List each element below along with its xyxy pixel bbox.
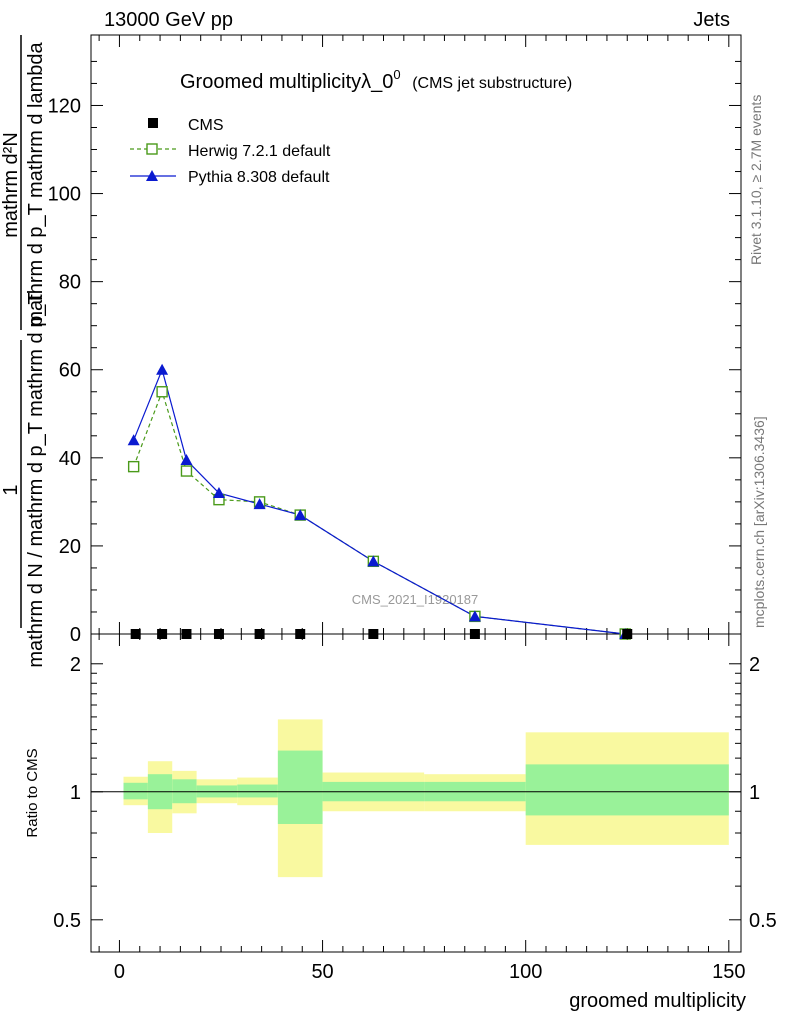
ratio-y-tick-label: 0.5 (53, 910, 81, 932)
y-tick-label: 0 (70, 624, 81, 646)
legend-herwig-marker (146, 143, 158, 155)
y-tick-label: 120 (48, 95, 81, 117)
ratio-stat-band (172, 779, 197, 804)
watermark: CMS_2021_I1920187 (352, 592, 479, 607)
rivet-label: Rivet 3.1.10, ≥ 2.7M events (748, 95, 764, 265)
pythia-point (156, 363, 169, 375)
site-label: mcplots.cern.ch [arXiv:1306.3436] (751, 416, 767, 628)
cms-point (213, 629, 224, 639)
x-axis-label: groomed multiplicity (569, 990, 746, 1012)
chart-subtitle: (CMS jet substructure) (412, 75, 572, 92)
beam-label: 13000 GeV pp (104, 9, 233, 31)
ratio-stat-band (123, 782, 148, 800)
pythia-point (180, 454, 193, 466)
legend-herwig-label: Herwig 7.2.1 default (188, 143, 331, 160)
ratio-y-tick-label-right: 0.5 (749, 910, 777, 932)
ratio-stat-band (277, 750, 323, 824)
x-tick-label: 150 (712, 961, 745, 983)
herwig-point (180, 465, 193, 477)
pythia-point (294, 509, 307, 521)
y-label-denominator-main: mathrm d N / mathrm d p_T mathrm d p_T (25, 292, 47, 667)
x-tick-label: 0 (114, 961, 125, 983)
legend-cms-label: CMS (188, 117, 224, 134)
legend: CMS Herwig 7.2.1 default Pythia 8.308 de… (130, 117, 331, 186)
ratio-plot-frame (90, 633, 742, 953)
pythia-point (127, 434, 140, 446)
y-tick-label: 60 (59, 360, 81, 382)
main-axis-ticks: 0 20 40 60 80 100 120 (48, 35, 741, 646)
ratio-stat-band (525, 764, 729, 816)
pythia-point (212, 487, 225, 499)
pythia-point (253, 498, 266, 510)
ratio-y-label: Ratio to CMS (24, 748, 41, 837)
herwig-point (156, 386, 168, 398)
main-y-axis-label: 1 mathrm d²N mathrm d p_T mathrm d lambd… (0, 35, 47, 668)
ratio-y-tick-label: 1 (70, 782, 81, 804)
cms-point (469, 629, 480, 639)
ratio-bands (123, 719, 729, 878)
cms-point (368, 629, 379, 639)
chart-title: Groomed multiplicityλ_00 (CMS jet substr… (180, 62, 572, 93)
cms-point (130, 629, 141, 639)
x-tick-label: 100 (509, 961, 542, 983)
ratio-y-tick-label-right: 1 (749, 782, 760, 804)
y-label-numerator: mathrm d²N (0, 132, 22, 238)
series-layer (127, 363, 633, 640)
category-label: Jets (693, 9, 730, 31)
y-tick-label: 40 (59, 448, 81, 470)
y-tick-label: 100 (48, 184, 81, 206)
cms-point (254, 629, 265, 639)
chart-title-main: Groomed multiplicityλ_0 (180, 71, 393, 93)
cms-point (295, 629, 306, 639)
ratio-y-tick-label: 2 (70, 654, 81, 676)
legend-pythia-label: Pythia 8.308 default (188, 169, 330, 186)
x-tick-label: 50 (311, 961, 333, 983)
cms-point (157, 629, 168, 639)
y-tick-label: 20 (59, 536, 81, 558)
pythia-point (468, 610, 481, 622)
legend-pythia-marker (146, 170, 158, 181)
y-label-denominator-top: mathrm d p_T mathrm d lambda (25, 41, 47, 327)
y-label-prefix: 1 (0, 484, 22, 495)
herwig-point (127, 460, 140, 473)
chart-title-superscript: 0 (393, 67, 400, 82)
ratio-axis-ticks: 0 50 100 150 0.5 0.5 1 1 2 2 (53, 634, 777, 983)
cms-point (622, 629, 633, 639)
cms-point (181, 629, 192, 639)
y-tick-label: 80 (59, 272, 81, 294)
ratio-stat-band (237, 784, 278, 798)
pythia-point (367, 555, 380, 567)
ratio-y-tick-label-right: 2 (749, 654, 760, 676)
legend-cms-marker (148, 118, 158, 128)
